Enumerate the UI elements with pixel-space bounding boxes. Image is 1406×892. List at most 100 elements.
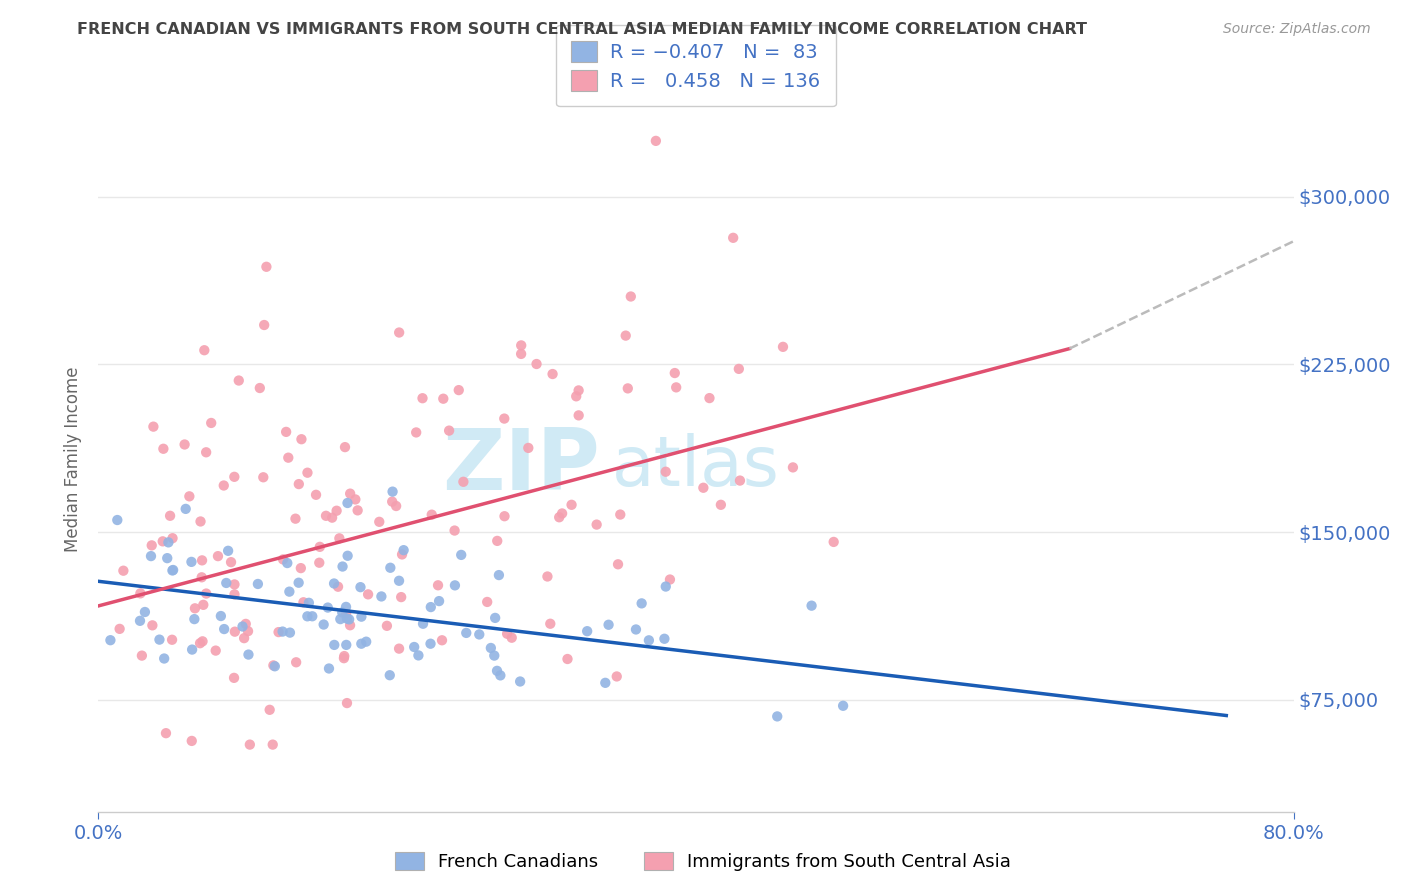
Point — [325, 504, 347, 518]
Point — [336, 549, 359, 563]
Point — [800, 599, 823, 613]
Point — [323, 638, 346, 652]
Point — [350, 637, 373, 651]
Point — [271, 552, 294, 566]
Point — [156, 551, 179, 566]
Point — [389, 590, 412, 604]
Point — [620, 289, 643, 303]
Point — [585, 517, 607, 532]
Point — [430, 633, 453, 648]
Point — [330, 606, 353, 620]
Point — [278, 625, 301, 640]
Point — [391, 548, 413, 562]
Point — [259, 703, 281, 717]
Point — [557, 652, 579, 666]
Point — [162, 564, 184, 578]
Point — [606, 669, 628, 683]
Point — [333, 649, 356, 664]
Point — [419, 600, 441, 615]
Point — [326, 580, 349, 594]
Point — [655, 580, 678, 594]
Point — [292, 595, 315, 609]
Point — [252, 470, 274, 484]
Point — [617, 381, 640, 395]
Point — [298, 596, 321, 610]
Point — [305, 488, 328, 502]
Point — [517, 441, 540, 455]
Point — [105, 513, 128, 527]
Point — [658, 573, 681, 587]
Point — [630, 596, 652, 610]
Point — [501, 631, 523, 645]
Point — [370, 590, 392, 604]
Point — [321, 510, 343, 524]
Point — [267, 625, 290, 640]
Point — [644, 134, 666, 148]
Point — [276, 556, 298, 570]
Point — [191, 634, 214, 648]
Point — [262, 738, 284, 752]
Point — [271, 624, 294, 639]
Point — [246, 577, 269, 591]
Point — [766, 709, 789, 723]
Point — [443, 524, 465, 538]
Point — [224, 470, 246, 484]
Point — [349, 580, 371, 594]
Point — [541, 367, 564, 381]
Point — [108, 622, 131, 636]
Point — [665, 380, 688, 394]
Point — [224, 624, 246, 639]
Point — [212, 478, 235, 492]
Point — [496, 626, 519, 640]
Point — [456, 626, 478, 640]
Point — [339, 618, 361, 632]
Point — [219, 555, 242, 569]
Point — [494, 411, 516, 425]
Point — [318, 661, 340, 675]
Point — [576, 624, 599, 639]
Point — [823, 535, 845, 549]
Point — [332, 559, 354, 574]
Point — [131, 648, 153, 663]
Point — [614, 328, 637, 343]
Point — [654, 465, 676, 479]
Point — [412, 616, 434, 631]
Point — [239, 738, 262, 752]
Point — [408, 648, 430, 663]
Point — [609, 508, 631, 522]
Point — [561, 498, 583, 512]
Point — [193, 598, 215, 612]
Point — [312, 617, 335, 632]
Point — [316, 600, 339, 615]
Point — [285, 655, 308, 669]
Point — [290, 432, 312, 446]
Point — [538, 616, 561, 631]
Point — [568, 384, 591, 398]
Point — [721, 231, 744, 245]
Point — [548, 510, 571, 524]
Point — [209, 609, 232, 624]
Point — [308, 540, 330, 554]
Point — [328, 532, 350, 546]
Legend: French Canadians, Immigrants from South Central Asia: French Canadians, Immigrants from South … — [388, 845, 1018, 879]
Point — [551, 507, 574, 521]
Point — [188, 636, 211, 650]
Point — [494, 509, 516, 524]
Point — [155, 726, 177, 740]
Point — [468, 627, 491, 641]
Point — [380, 561, 402, 575]
Point — [254, 260, 277, 274]
Point — [153, 651, 176, 665]
Point — [129, 586, 152, 600]
Point — [727, 362, 749, 376]
Point — [728, 474, 751, 488]
Point — [333, 440, 356, 454]
Point — [346, 503, 368, 517]
Point — [404, 640, 426, 654]
Point — [231, 619, 253, 633]
Point — [200, 416, 222, 430]
Point — [263, 659, 285, 673]
Point — [297, 609, 319, 624]
Point — [301, 609, 323, 624]
Point — [510, 347, 533, 361]
